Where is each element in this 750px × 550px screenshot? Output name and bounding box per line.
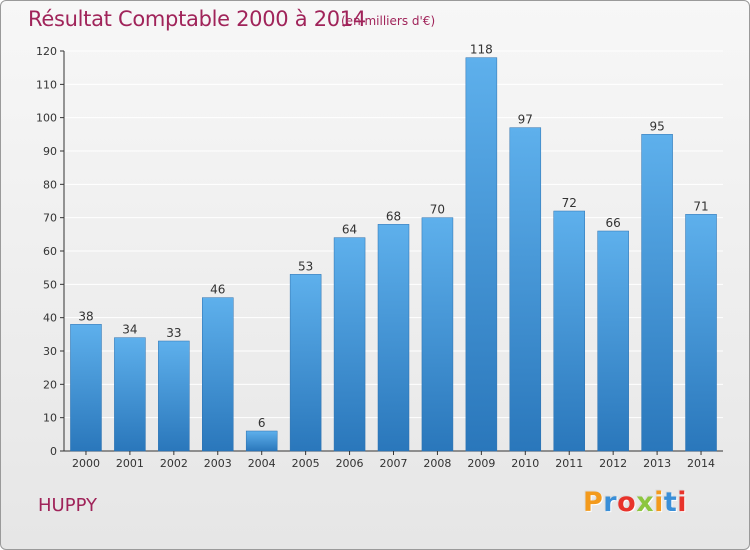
data-label-2011: 72 [562, 196, 577, 210]
x-tick-label-2005: 2005 [292, 457, 320, 470]
logo-letter: t [663, 487, 678, 518]
data-label-2002: 33 [166, 326, 181, 340]
bar-2008 [421, 217, 454, 452]
y-tick-label: 110 [36, 78, 57, 91]
bar-2005 [289, 274, 322, 452]
commune-name: HUPPY [38, 495, 98, 516]
x-tick-label-2008: 2008 [423, 457, 451, 470]
x-tick-label-2013: 2013 [643, 457, 671, 470]
data-label-2014: 71 [693, 199, 708, 213]
x-tick-label-2011: 2011 [555, 457, 583, 470]
logo-letter: r [603, 487, 618, 518]
bar-2004 [245, 430, 278, 452]
bar-2001 [114, 337, 146, 452]
data-label-2012: 66 [606, 216, 621, 230]
data-label-2007: 68 [386, 209, 401, 223]
data-label-2004: 6 [258, 416, 266, 430]
logo-letter: x [636, 487, 655, 518]
bar-2007 [377, 224, 410, 452]
logo-letter: i [677, 487, 688, 518]
y-tick-label: 80 [43, 178, 57, 191]
bar-2010 [509, 127, 542, 452]
data-label-2009: 118 [470, 43, 493, 57]
logo-letter: o [617, 487, 637, 518]
y-tick-label: 60 [43, 245, 57, 258]
y-tick-label: 100 [36, 112, 57, 125]
x-tick-label-2001: 2001 [116, 457, 144, 470]
x-tick-label-2000: 2000 [72, 457, 100, 470]
chart-subtitle: (en milliers d'€) [341, 14, 436, 28]
data-label-2001: 34 [122, 323, 137, 337]
bar-2000 [70, 324, 102, 452]
y-tick-label: 40 [43, 312, 57, 325]
bar-2003 [202, 297, 234, 452]
bar-2014 [685, 214, 717, 452]
x-tick-label-2010: 2010 [511, 457, 539, 470]
x-tick-label-2002: 2002 [160, 457, 188, 470]
bar-2013 [641, 134, 673, 452]
x-tick-label-2003: 2003 [204, 457, 232, 470]
proxiti-logo: Proxiti [583, 487, 687, 518]
x-tick-label-2004: 2004 [248, 457, 276, 470]
logo-letter: P [583, 487, 604, 518]
x-tick-label-2009: 2009 [467, 457, 495, 470]
data-label-2003: 46 [210, 283, 225, 297]
y-tick-label: 10 [43, 412, 57, 425]
x-tick-label-2012: 2012 [599, 457, 627, 470]
chart-title: Résultat Comptable 2000 à 2014 [28, 7, 366, 31]
y-tick-label: 50 [43, 278, 57, 291]
y-tick-label: 30 [43, 345, 57, 358]
y-tick-label: 0 [50, 445, 57, 458]
data-label-2000: 38 [78, 309, 93, 323]
x-tick-label-2006: 2006 [336, 457, 364, 470]
bar-2002 [158, 340, 190, 452]
bar-2006 [333, 237, 366, 452]
x-tick-label-2014: 2014 [687, 457, 715, 470]
data-label-2008: 70 [430, 203, 445, 217]
y-tick-label: 90 [43, 145, 57, 158]
y-tick-label: 20 [43, 378, 57, 391]
bar-2012 [597, 230, 629, 452]
bar-2009 [465, 57, 498, 452]
x-tick-label-2007: 2007 [380, 457, 408, 470]
data-label-2010: 97 [518, 113, 533, 127]
data-label-2013: 95 [649, 119, 664, 133]
logo-letter: i [654, 487, 664, 518]
data-label-2005: 53 [298, 259, 313, 273]
y-tick-label: 70 [43, 212, 57, 225]
bar-2011 [553, 210, 585, 452]
data-label-2006: 64 [342, 223, 357, 237]
y-tick-label: 120 [36, 45, 57, 58]
